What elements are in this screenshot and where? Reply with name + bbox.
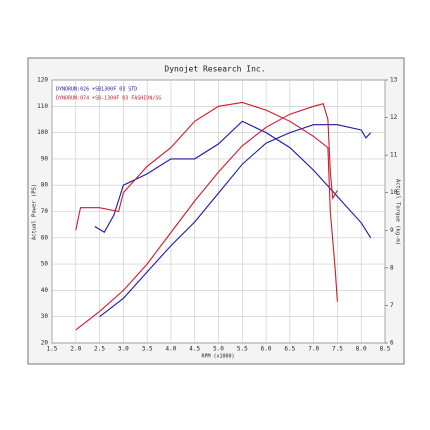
x-axis-label: RPM (x1000) <box>201 354 234 360</box>
x-tick-label: 8.5 <box>380 346 391 353</box>
x-tick-label: 5.0 <box>213 346 224 353</box>
x-tick-label: 4.0 <box>166 346 177 353</box>
y-tick-label: 20 <box>41 340 49 347</box>
y-tick-label: 100 <box>37 129 48 136</box>
x-tick-label: 1.5 <box>47 346 58 353</box>
legend-entry: DYNORUN:074 +SB-1300F 03 FASHION/SG <box>56 96 161 102</box>
x-tick-label: 8.0 <box>356 346 367 353</box>
y2-tick-label: 6 <box>390 340 394 347</box>
y-tick-label: 30 <box>41 313 49 320</box>
y2-tick-label: 12 <box>390 114 398 121</box>
y-tick-label: 110 <box>37 103 48 110</box>
y-tick-label: 120 <box>37 77 48 84</box>
x-tick-label: 6.0 <box>261 346 272 353</box>
legend-entry: DYNORUN:026 +SB1300F 03 STD <box>56 87 137 93</box>
y2-axis-label: Actual Torque (kg-m) <box>395 179 401 245</box>
x-tick-label: 6.5 <box>284 346 295 353</box>
y-tick-label: 80 <box>41 182 49 189</box>
x-tick-label: 7.0 <box>308 346 319 353</box>
y-axis-label: Actual Power (PS) <box>32 184 38 240</box>
y2-tick-label: 13 <box>390 77 398 84</box>
x-tick-label: 4.5 <box>189 346 200 353</box>
x-tick-label: 2.0 <box>70 346 81 353</box>
chart-title: Dynojet Research Inc. <box>164 65 265 74</box>
y-tick-label: 60 <box>41 234 49 241</box>
y-tick-label: 50 <box>41 261 49 268</box>
power-line <box>75 103 338 331</box>
x-tick-label: 5.5 <box>237 346 248 353</box>
y2-tick-label: 11 <box>390 152 398 159</box>
y2-tick-label: 9 <box>390 227 394 234</box>
y2-tick-label: 7 <box>390 302 394 309</box>
x-tick-label: 2.5 <box>94 346 105 353</box>
y-tick-label: 40 <box>41 287 49 294</box>
torque-line <box>75 101 338 302</box>
y-tick-label: 70 <box>41 208 49 215</box>
y2-tick-label: 10 <box>390 189 398 196</box>
x-tick-label: 3.0 <box>118 346 129 353</box>
x-tick-label: 3.5 <box>142 346 153 353</box>
y-tick-label: 90 <box>41 155 49 162</box>
y2-tick-label: 8 <box>390 264 394 271</box>
power-line <box>99 124 372 318</box>
x-tick-label: 7.5 <box>332 346 343 353</box>
